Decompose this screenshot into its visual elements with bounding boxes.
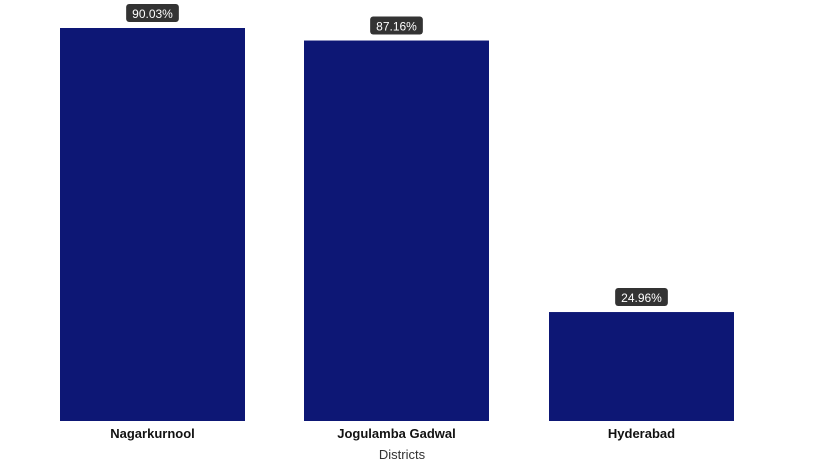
data-labels-group: 90.03% 87.16% 24.96% <box>126 4 668 307</box>
bars-group <box>60 28 734 421</box>
data-label-background <box>615 288 668 307</box>
data-label-jogulamba-gadwal: 87.16% <box>370 16 423 35</box>
category-labels-group: Nagarkurnool Jogulamba Gadwal Hyderabad <box>110 426 675 441</box>
data-label-nagarkurnool: 90.03% <box>126 4 179 22</box>
data-label-hyderabad: 24.96% <box>615 288 668 307</box>
bar-nagarkurnool[interactable] <box>60 28 245 421</box>
bar-jogulamba-gadwal[interactable] <box>304 40 489 421</box>
data-label-background <box>126 4 179 22</box>
x-axis-title: Districts <box>379 447 426 462</box>
bar-hyderabad[interactable] <box>549 312 734 421</box>
category-label-jogulamba-gadwal: Jogulamba Gadwal <box>337 426 455 441</box>
category-label-nagarkurnool: Nagarkurnool <box>110 426 195 441</box>
data-label-text: 87.16% <box>376 20 417 34</box>
data-label-background <box>370 16 423 35</box>
data-label-text: 90.03% <box>132 7 173 21</box>
data-label-text: 24.96% <box>621 291 662 305</box>
category-label-hyderabad: Hyderabad <box>608 426 675 441</box>
